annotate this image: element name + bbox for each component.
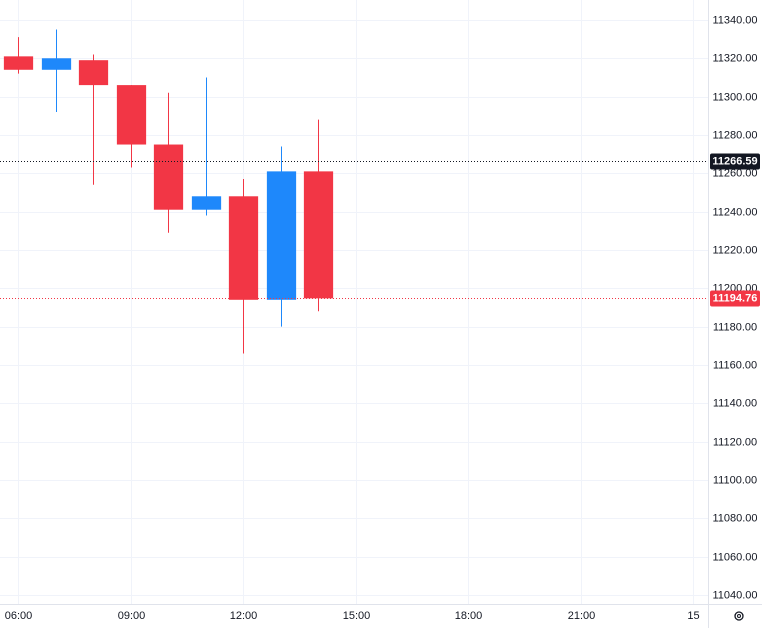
x-tick-label: 21:00 — [568, 610, 596, 622]
candle-body — [3, 56, 34, 70]
y-tick-label: 11080.00 — [712, 512, 757, 524]
y-tick-label: 11260.00 — [712, 167, 757, 179]
price-label: 11194.76 — [713, 292, 758, 304]
settings-icon[interactable] — [734, 611, 744, 621]
price-label-box — [710, 290, 760, 307]
y-tick-label: 11040.00 — [712, 589, 757, 601]
y-tick-label: 11100.00 — [713, 474, 757, 486]
y-tick-label: 11340.00 — [712, 14, 757, 26]
gear-hole — [737, 614, 741, 618]
x-tick-label: 18:00 — [455, 610, 483, 622]
candle-body — [303, 171, 334, 299]
plot — [0, 0, 708, 604]
y-tick-label: 11300.00 — [712, 91, 757, 103]
x-tick-label: 15:00 — [343, 610, 371, 622]
candle-body — [41, 58, 72, 70]
overlay: 11040.00 11060.00 11080.00 11100.00 11120.00… — [5, 14, 760, 622]
y-tick-label: 11180.00 — [713, 321, 757, 333]
x-tick-label: 15 — [687, 610, 699, 622]
y-tick-label: 11140.00 — [713, 397, 757, 409]
candle-body — [116, 85, 147, 145]
y-tick-label: 11060.00 — [712, 551, 757, 563]
price-label-box — [710, 153, 760, 170]
candle-body — [266, 171, 297, 300]
y-tick-label: 11220.00 — [712, 244, 757, 256]
candle-body — [228, 196, 259, 300]
price-label: 11266.59 — [712, 155, 757, 167]
y-tick-label: 11120.00 — [713, 436, 757, 448]
gear — [734, 611, 744, 621]
candle-body — [78, 60, 109, 86]
y-tick-label: 11160.00 — [713, 359, 757, 371]
y-tick-label: 11240.00 — [712, 206, 757, 218]
y-tick-label: 11320.00 — [712, 52, 757, 64]
y-tick-label: 11280.00 — [712, 129, 757, 141]
x-tick-label: 09:00 — [118, 610, 146, 622]
candle-body — [153, 144, 184, 210]
x-tick-label: 06:00 — [5, 610, 33, 622]
candle-body — [191, 196, 222, 210]
x-tick-label: 12:00 — [230, 610, 258, 622]
